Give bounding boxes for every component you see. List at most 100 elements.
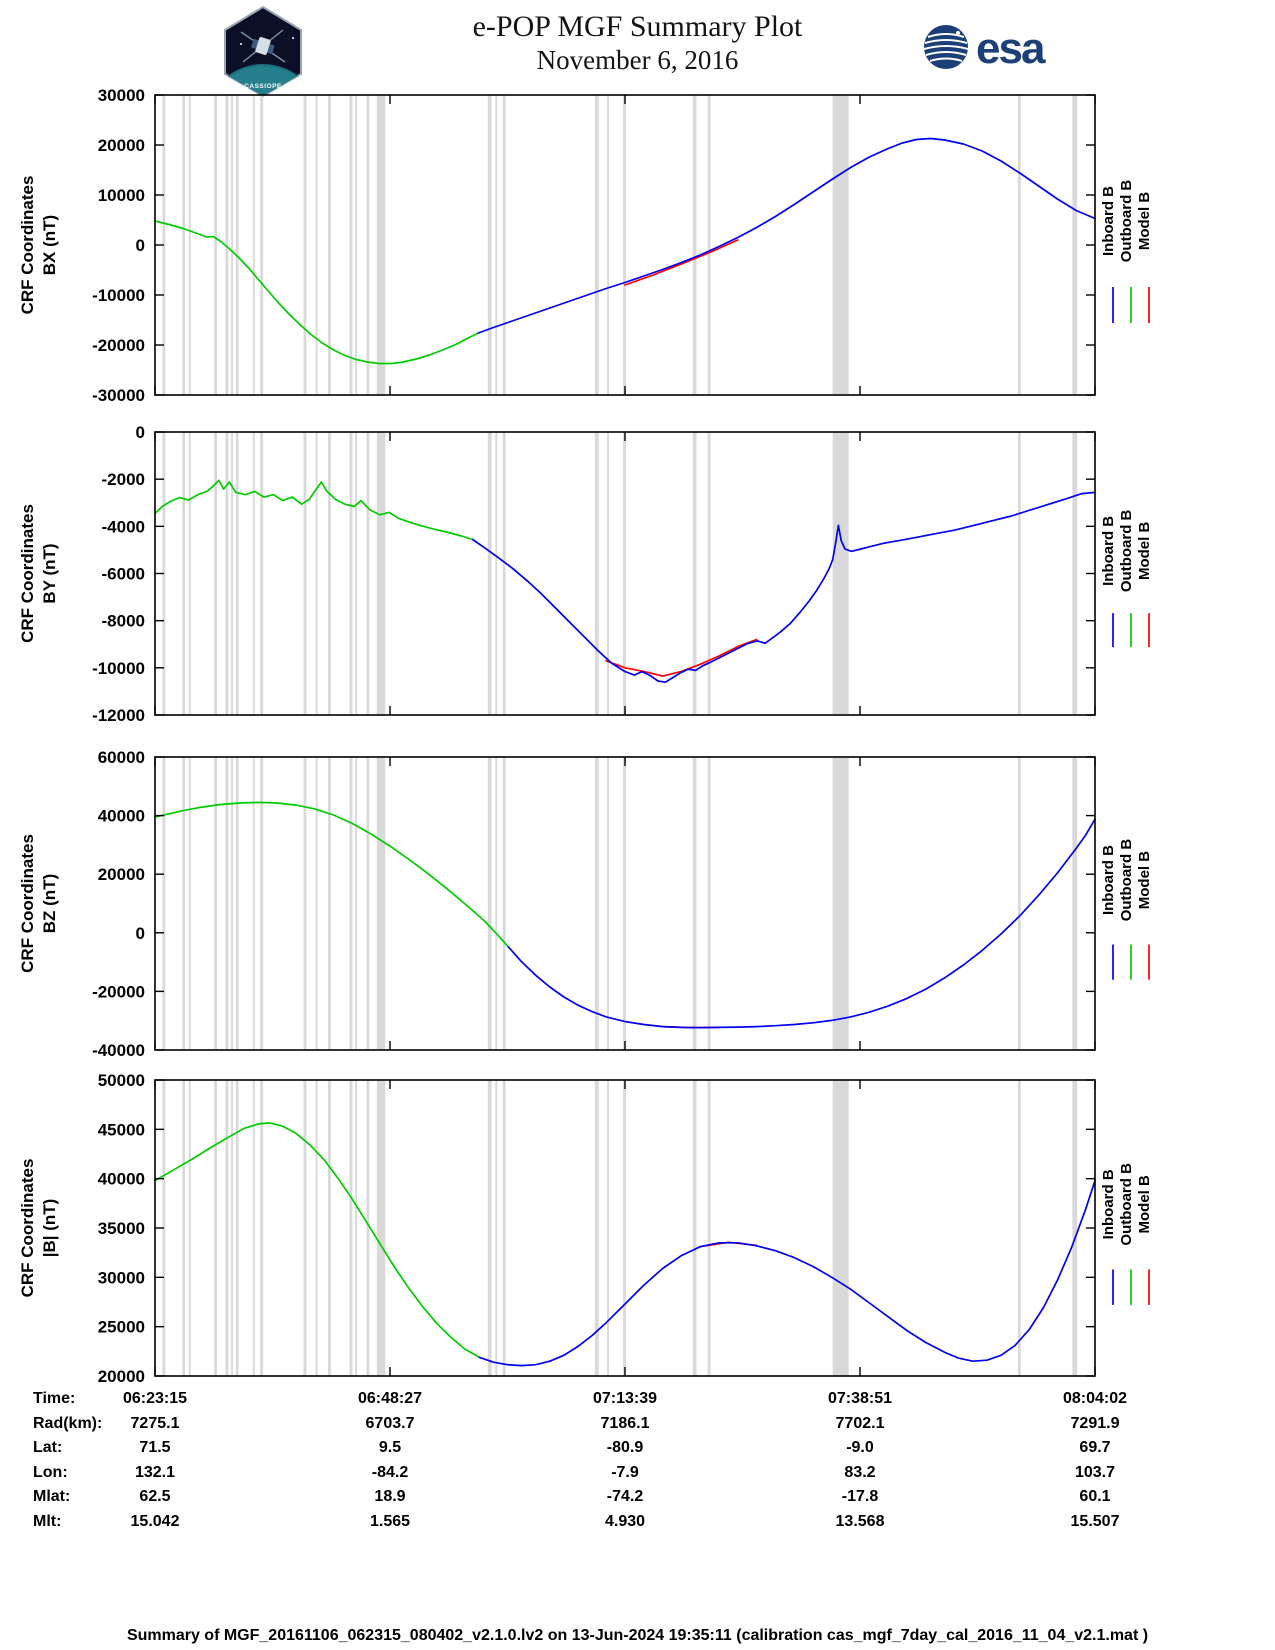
series-line-inboard-b [477, 137, 1096, 334]
data-gap-band [235, 432, 239, 715]
chart-by: 0 -2000 -4000 -6000 -8000 -10000 -12000 CRF Coo… [18, 423, 1153, 725]
patch-satellite-body [255, 37, 271, 55]
table-cell: 69.7 [1079, 1439, 1111, 1456]
table-cell: 7291.9 [1070, 1414, 1120, 1432]
table-row-lat: Lat: 71.5 9.5 -80.9 -9.0 69.7 [0, 1439, 1275, 1463]
series-line-inboard-b [471, 491, 1096, 684]
patch-star [292, 37, 294, 39]
y-tick-label: 30000 [98, 86, 145, 105]
table-cell: 08:04:02 [1062, 1390, 1128, 1407]
y-axis-label-line1: CRF Coordinates [18, 504, 37, 643]
data-gap-band [231, 95, 233, 395]
data-gap-band [225, 1080, 229, 1376]
table-cell: 06:48:27 [357, 1390, 423, 1407]
y-tick-label: 40000 [98, 807, 145, 826]
y-tick-label: 0 [136, 924, 145, 943]
data-gap-band [623, 432, 626, 715]
data-gap-band [328, 95, 331, 395]
chart-bmag: 50000 45000 40000 35000 30000 25000 20000 CRF C… [18, 1071, 1153, 1386]
data-gap-band [303, 757, 307, 1050]
table-cell: 60.1 [1079, 1488, 1111, 1505]
y-axis-label-line1: CRF Coordinates [18, 834, 37, 973]
data-gap-band [182, 757, 186, 1050]
data-gap-band [692, 757, 697, 1050]
data-gap-band [692, 432, 697, 715]
series-line-inboard-b [507, 818, 1096, 1029]
y-tick-label: 35000 [98, 1219, 145, 1238]
table-cell: -74.2 [606, 1488, 644, 1505]
data-gap-band [235, 95, 239, 395]
ephemeris-table: Time: 06:23:15 06:48:27 07:13:39 07:38:51 08:… [0, 1390, 1275, 1540]
data-gap-band [214, 1080, 217, 1376]
data-gap-band [328, 757, 331, 1050]
y-axis-label-line1: CRF Coordinates [18, 1159, 37, 1298]
data-gap-band [225, 95, 229, 395]
data-gap-band [1017, 1080, 1021, 1376]
patch-star [240, 43, 242, 45]
legend-label-outboard-b: Outboard B [1118, 839, 1135, 922]
data-gap-band [303, 1080, 307, 1376]
data-gap-band [502, 432, 506, 715]
data-gap-band [315, 1080, 318, 1376]
data-gap-band [832, 95, 849, 395]
table-cell: 07:38:51 [827, 1390, 893, 1407]
table-cell: -84.2 [371, 1463, 409, 1481]
panel-bmag: 50000 45000 40000 35000 30000 25000 20000 CRF C… [0, 1068, 1275, 1390]
table-row-mlt: Mlt: 15.042 1.565 4.930 13.568 15.507 [0, 1513, 1275, 1537]
data-gap-band [260, 757, 264, 1050]
data-gap-band [487, 432, 492, 715]
series-line-model-b [605, 638, 758, 677]
data-gap-band [376, 757, 386, 1050]
data-gap-band [355, 95, 358, 395]
data-gap-band [355, 432, 358, 715]
table-cell: 13.568 [835, 1512, 885, 1530]
legend-label-inboard-b: Inboard B [1100, 845, 1117, 915]
legend-label-model-b: Model B [1136, 192, 1153, 250]
legend-label-model-b: Model B [1136, 851, 1153, 909]
esa-logo: esa [923, 24, 1048, 73]
data-gap-band [303, 95, 307, 395]
series-line-outboard-b [154, 801, 510, 948]
data-gap-band [366, 432, 370, 715]
y-tick-label: -10000 [92, 286, 145, 305]
data-gap-band [182, 95, 186, 395]
data-gap-band [328, 1080, 331, 1376]
data-gap-band [349, 1080, 353, 1376]
y-tick-label: 60000 [98, 748, 145, 767]
data-gap-band [188, 757, 191, 1050]
series-line-model-b [624, 239, 739, 286]
data-gap-band [260, 95, 264, 395]
data-gap-band [235, 757, 239, 1050]
data-gap-band [1017, 95, 1021, 395]
data-gap-band [487, 757, 492, 1050]
data-gap-band [1017, 757, 1021, 1050]
y-tick-label: 45000 [98, 1120, 145, 1139]
chart-bz: 60000 40000 20000 0 -20000 -40000 CRF Coordina… [18, 748, 1153, 1060]
data-gap-band [303, 432, 307, 715]
data-gap-band [623, 95, 626, 395]
table-cell: -17.8 [841, 1488, 879, 1505]
y-tick-label: 20000 [98, 1367, 145, 1386]
y-tick-label: -40000 [92, 1041, 145, 1060]
series-line-outboard-b [154, 1122, 481, 1359]
y-tick-label: 40000 [98, 1170, 145, 1189]
y-tick-label: -20000 [92, 336, 145, 355]
y-axis-label-line2: BY (nT) [40, 543, 59, 603]
table-row-lon: Lon: 132.1 -84.2 -7.9 83.2 103.7 [0, 1464, 1275, 1488]
esa-emblem-star [956, 31, 960, 35]
table-cell: 71.5 [139, 1439, 171, 1456]
patch-mission-name: CASSIOPE [244, 83, 282, 90]
legend-label-outboard-b: Outboard B [1118, 509, 1135, 592]
data-gap-band [1072, 1080, 1078, 1376]
data-gap-band [214, 95, 217, 395]
y-tick-label: -20000 [92, 982, 145, 1001]
data-gap-band [349, 757, 353, 1050]
table-cell: 4.930 [604, 1512, 646, 1530]
y-tick-label: -2000 [102, 470, 145, 489]
table-cell: 103.7 [1074, 1463, 1116, 1481]
data-gap-band [623, 757, 626, 1050]
plot-title: e-POP MGF Summary Plot [472, 10, 803, 43]
legend-label-outboard-b: Outboard B [1118, 180, 1135, 263]
data-gap-band [607, 432, 609, 715]
y-axis-label-line2: |B| (nT) [40, 1199, 59, 1258]
